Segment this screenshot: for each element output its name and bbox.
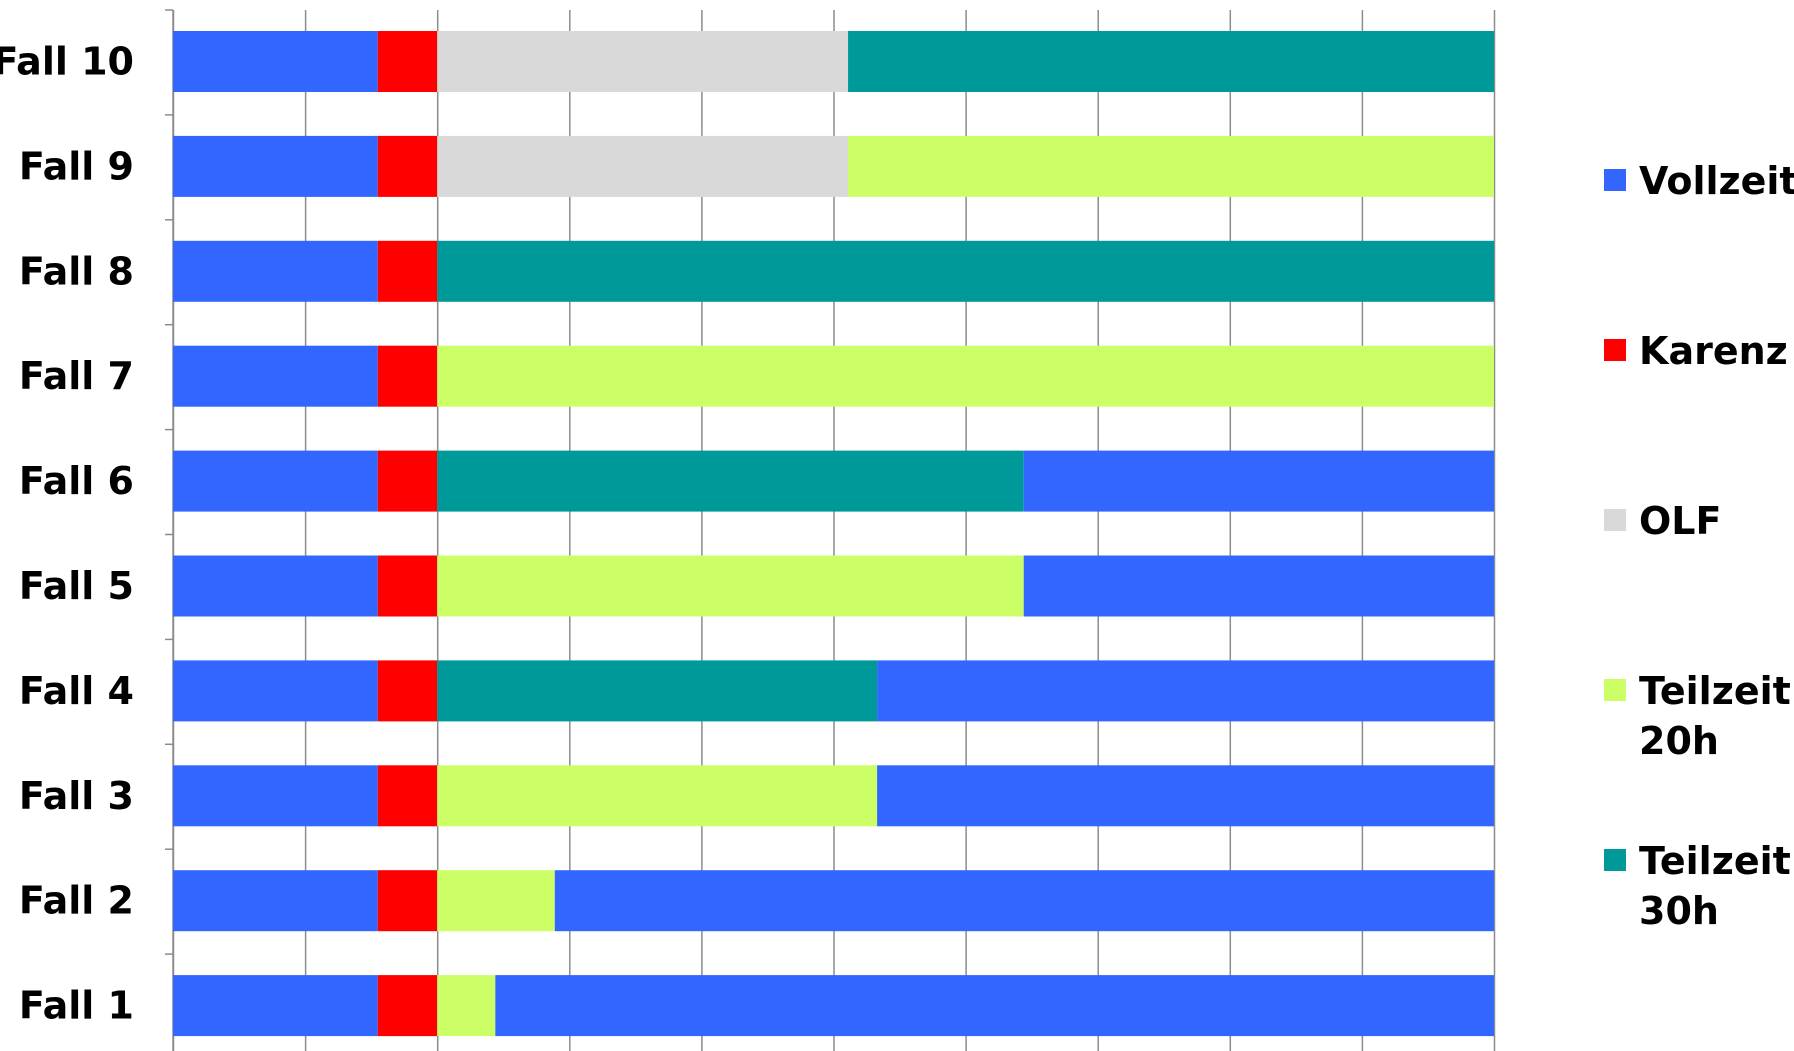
bar-segment-karenz (377, 765, 438, 827)
category-label: Fall 9 (19, 144, 134, 188)
legend-swatch (1604, 509, 1626, 531)
bar-segment-olf (437, 135, 849, 197)
legend-item: Karenz (1604, 329, 1788, 373)
bar-segment-teilzeit-20h (437, 765, 878, 827)
bar-segment-vollzeit (173, 765, 378, 827)
bar-segment-karenz (377, 240, 438, 302)
bar-row (173, 870, 1494, 932)
bar-segment-karenz (377, 135, 438, 197)
bar-segment-vollzeit (173, 135, 378, 197)
bar-segment-teilzeit-30h (437, 450, 1024, 512)
legend-label: Teilzeit 20h (1639, 669, 1791, 763)
bar-segment-olf (437, 31, 849, 92)
bar-segment-karenz (377, 345, 438, 407)
bar-segment-vollzeit (877, 660, 1494, 722)
bar-segment-vollzeit (173, 345, 378, 407)
category-label: Fall 5 (19, 564, 134, 608)
y-axis (165, 9, 174, 1051)
bar-row (173, 975, 1495, 1037)
legend-label: Karenz (1639, 329, 1788, 373)
legend-swatch (1604, 339, 1626, 361)
bar-row (173, 31, 1494, 92)
bar-segment-vollzeit (1023, 555, 1494, 617)
bar-row (173, 765, 1494, 827)
bar-segment-teilzeit-20h (437, 975, 496, 1037)
bar-segment-teilzeit-30h (437, 240, 1495, 302)
bar-segment-vollzeit (173, 240, 378, 302)
bar-segment-vollzeit (877, 765, 1494, 827)
category-labels: Fall 10 Fall 9 Fall 8 Fall 7 Fall 6 Fall 5 Fal… (0, 40, 134, 1028)
legend-item: Teilzeit 20h (1604, 669, 1791, 763)
bar-segment-vollzeit (173, 450, 378, 512)
bar-segment-karenz (377, 450, 438, 512)
bar-segment-vollzeit (173, 975, 378, 1037)
legend: Vollzeit Karenz OLF Teilzeit 20h Teilzeit 30h (1604, 159, 1794, 933)
legend-swatch (1604, 849, 1626, 871)
legend-swatch (1604, 679, 1626, 701)
bars (173, 31, 1495, 1037)
category-label: Fall 7 (19, 354, 134, 398)
bar-segment-teilzeit-20h (437, 345, 1495, 407)
bar-segment-teilzeit-20h (437, 870, 555, 932)
legend-label: OLF (1639, 499, 1721, 543)
category-label: Fall 10 (0, 40, 134, 84)
category-label: Fall 4 (19, 669, 134, 713)
bar-row (173, 555, 1494, 617)
legend-item: Vollzeit (1604, 159, 1794, 203)
bar-segment-karenz (377, 31, 438, 92)
bar-segment-teilzeit-20h (437, 555, 1024, 617)
bar-segment-karenz (377, 975, 438, 1037)
bar-row (173, 135, 1494, 197)
bar-segment-karenz (377, 555, 438, 617)
category-label: Fall 8 (19, 249, 134, 293)
bar-row (173, 345, 1495, 407)
bar-segment-vollzeit (173, 555, 378, 617)
legend-item: Teilzeit 30h (1604, 839, 1791, 933)
bar-segment-vollzeit (1023, 450, 1494, 512)
bar-segment-vollzeit (173, 870, 378, 932)
bar-segment-vollzeit (173, 660, 378, 722)
legend-swatch (1604, 169, 1626, 191)
legend-label: Vollzeit (1639, 159, 1794, 203)
bar-row (173, 660, 1494, 722)
bar-segment-karenz (377, 660, 438, 722)
legend-label: Teilzeit 30h (1639, 839, 1791, 933)
bar-segment-teilzeit-20h (848, 135, 1494, 197)
bar-segment-teilzeit-30h (437, 660, 878, 722)
bar-segment-karenz (377, 870, 438, 932)
bar-segment-vollzeit (173, 31, 378, 92)
bar-row (173, 240, 1495, 302)
bar-segment-vollzeit (495, 975, 1495, 1037)
category-label: Fall 6 (19, 459, 134, 503)
bar-row (173, 450, 1494, 512)
category-label: Fall 2 (19, 879, 134, 923)
category-label: Fall 1 (19, 984, 134, 1028)
bar-segment-teilzeit-30h (848, 31, 1494, 92)
legend-item: OLF (1604, 499, 1721, 543)
bar-segment-vollzeit (554, 870, 1494, 932)
category-label: Fall 3 (19, 774, 134, 818)
